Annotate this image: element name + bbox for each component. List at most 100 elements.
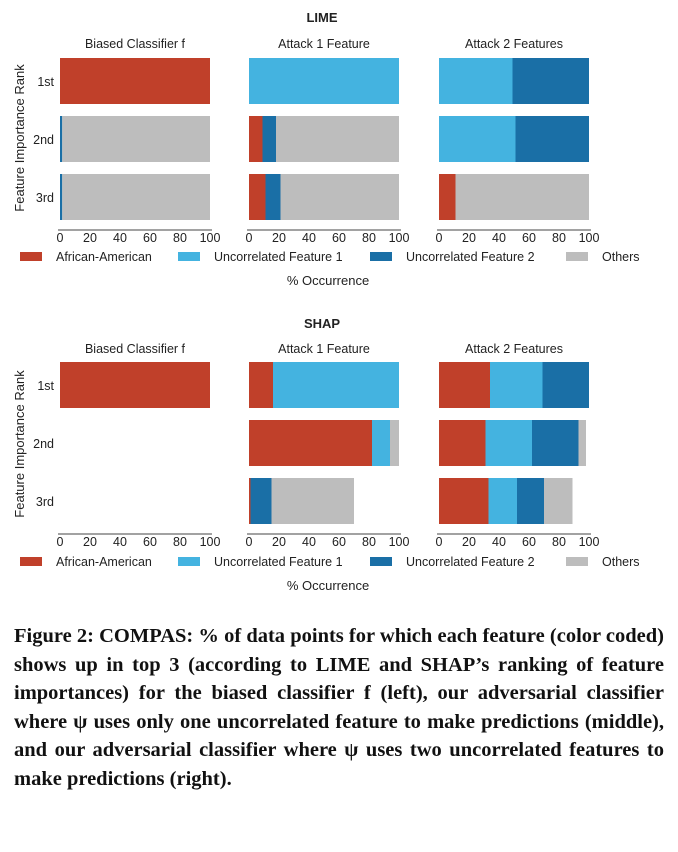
- lime-xtick-label: 100: [200, 231, 221, 245]
- lime-bar-segment: [262, 116, 276, 162]
- lime-bar-segment: [249, 116, 263, 162]
- shap-rank-label: 1st: [37, 379, 54, 393]
- lime-title: LIME: [306, 10, 337, 25]
- lime-xtick-label: 0: [246, 231, 253, 245]
- lime-legend-swatch: [20, 252, 42, 261]
- lime-panel-title: Attack 1 Feature: [278, 37, 370, 51]
- shap-legend-swatch: [566, 557, 588, 566]
- lime-bar-segment: [515, 116, 589, 162]
- shap-rank-label: 2nd: [33, 437, 54, 451]
- lime-xtick-label: 0: [57, 231, 64, 245]
- shap-bar-segment: [517, 478, 544, 524]
- shap-bar-segment: [439, 362, 490, 408]
- lime-bar-segment: [439, 174, 456, 220]
- shap-xtick-label: 100: [389, 535, 410, 549]
- shap-rank-label: 3rd: [36, 495, 54, 509]
- shap-bar-segment: [532, 420, 579, 466]
- shap-xtick-label: 80: [552, 535, 566, 549]
- lime-bar-segment: [60, 174, 63, 220]
- shap-legend-swatch: [370, 557, 392, 566]
- shap-xtick-label: 80: [173, 535, 187, 549]
- lime-xtick-label: 60: [332, 231, 346, 245]
- lime-legend-label: Uncorrelated Feature 1: [214, 250, 343, 264]
- lime-legend-swatch: [178, 252, 200, 261]
- shap-panel-title: Attack 2 Features: [465, 342, 563, 356]
- lime-xtick-label: 80: [173, 231, 187, 245]
- lime-legend-swatch: [370, 252, 392, 261]
- lime-legend-swatch: [566, 252, 588, 261]
- shap-legend-swatch: [20, 557, 42, 566]
- shap-bar-segment: [273, 362, 399, 408]
- lime-bar-segment: [249, 174, 266, 220]
- shap-xtick-label: 100: [579, 535, 600, 549]
- shap-xtick-label: 20: [272, 535, 286, 549]
- shap-legend-label: Others: [602, 555, 640, 569]
- shap-bar-segment: [249, 420, 372, 466]
- lime-bar-segment: [512, 58, 589, 104]
- shap-xtick-label: 40: [113, 535, 127, 549]
- lime-bar-segment: [276, 116, 399, 162]
- shap-title: SHAP: [304, 316, 340, 331]
- lime-xtick-label: 40: [492, 231, 506, 245]
- lime-xtick-label: 100: [389, 231, 410, 245]
- shap-legend-swatch: [178, 557, 200, 566]
- lime-xtick-label: 60: [143, 231, 157, 245]
- lime-xtick-label: 100: [579, 231, 600, 245]
- shap-bar-segment: [485, 420, 532, 466]
- shap-bar-segment: [490, 362, 543, 408]
- lime-xtick-label: 0: [436, 231, 443, 245]
- lime-panel-title: Biased Classifier f: [85, 37, 186, 51]
- shap-bar-segment: [372, 420, 390, 466]
- figure: LIME Feature Importance Rank 1st 2nd 3rd Bias…: [12, 10, 640, 593]
- lime-bar-segment: [280, 174, 399, 220]
- lime-xtick-label: 20: [83, 231, 97, 245]
- shap-bar-segment: [578, 420, 586, 466]
- lime-ylabel: Feature Importance Rank: [12, 64, 27, 212]
- lime-xtick-label: 20: [272, 231, 286, 245]
- lime-bar-segment: [62, 174, 210, 220]
- lime-legend-label: Others: [602, 250, 640, 264]
- shap-ylabel: Feature Importance Rank: [12, 370, 27, 518]
- shap-xtick-label: 60: [522, 535, 536, 549]
- shap-xtick-label: 20: [462, 535, 476, 549]
- shap-bar-segment: [488, 478, 517, 524]
- lime-rank-label: 3rd: [36, 191, 54, 205]
- shap-xlabel: % Occurrence: [287, 578, 369, 593]
- figure-caption: Figure 2: COMPAS: % of data points for w…: [14, 625, 664, 790]
- shap-bar-segment: [249, 478, 251, 524]
- lime-xtick-label: 40: [302, 231, 316, 245]
- lime-xlabel: % Occurrence: [287, 273, 369, 288]
- lime-xtick-label: 80: [552, 231, 566, 245]
- shap-bar-segment: [544, 478, 573, 524]
- lime-xtick-label: 20: [462, 231, 476, 245]
- shap-bar-segment: [250, 478, 272, 524]
- shap-bar-segment: [542, 362, 589, 408]
- lime-legend-label: Uncorrelated Feature 2: [406, 250, 535, 264]
- shap-xtick-label: 0: [246, 535, 253, 549]
- shap-legend-label: Uncorrelated Feature 1: [214, 555, 343, 569]
- lime-rank-label: 2nd: [33, 133, 54, 147]
- shap-xtick-label: 0: [436, 535, 443, 549]
- shap-xtick-label: 60: [332, 535, 346, 549]
- lime-bar-segment: [439, 58, 513, 104]
- shap-xtick-label: 80: [362, 535, 376, 549]
- shap-xtick-label: 20: [83, 535, 97, 549]
- shap-xtick-label: 40: [302, 535, 316, 549]
- lime-panel-title: Attack 2 Features: [465, 37, 563, 51]
- shap-xtick-label: 100: [200, 535, 221, 549]
- lime-xtick-label: 60: [522, 231, 536, 245]
- lime-xtick-label: 80: [362, 231, 376, 245]
- shap-xtick-label: 60: [143, 535, 157, 549]
- shap-bar-segment: [271, 478, 354, 524]
- shap-legend-label: Uncorrelated Feature 2: [406, 555, 535, 569]
- lime-bar-segment: [249, 58, 399, 104]
- lime-rank-label: 1st: [37, 75, 54, 89]
- shap-bar-segment: [439, 420, 486, 466]
- lime-legend-label: African-American: [56, 250, 152, 264]
- shap-xtick-label: 0: [57, 535, 64, 549]
- lime-bar-segment: [439, 116, 516, 162]
- shap-panel-title: Biased Classifier f: [85, 342, 186, 356]
- lime-bar-segment: [265, 174, 281, 220]
- shap-bar-segment: [390, 420, 399, 466]
- lime-bar-segment: [455, 174, 589, 220]
